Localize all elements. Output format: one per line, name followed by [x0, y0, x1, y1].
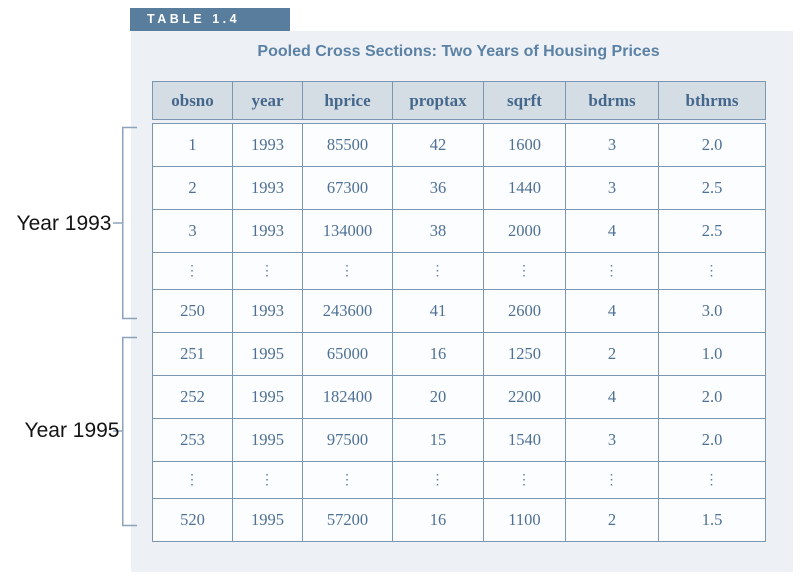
table-cell: 1	[152, 123, 233, 167]
table-cell: 3	[152, 209, 233, 253]
table-cell: 520	[152, 498, 233, 542]
table-cell: 1250	[483, 332, 566, 376]
table-data: 1 1993 85500 42 1600 3 2.0 2 1993 67300 36 1440 3 2.5…	[152, 123, 766, 542]
table-cell: 57200	[302, 498, 393, 542]
table-cell: 2.0	[658, 418, 766, 462]
table-cell: 2	[152, 166, 233, 210]
table-cell: 4	[565, 209, 659, 253]
table-row: 250 1993 243600 41 2600 4 3.0	[152, 289, 766, 333]
table-cell: 253	[152, 418, 233, 462]
table-cell: 243600	[302, 289, 393, 333]
table-cell: 2.5	[658, 166, 766, 210]
table-cell: 67300	[302, 166, 393, 210]
table-cell: 3	[565, 166, 659, 210]
table-row: 253 1995 97500 15 1540 3 2.0	[152, 418, 766, 462]
table-cell: 251	[152, 332, 233, 376]
table-cell: 4	[565, 375, 659, 419]
table-cell: 41	[392, 289, 484, 333]
year-1993-bracket	[113, 126, 137, 320]
table-cell: 1.5	[658, 498, 766, 542]
table-row: ⋮ ⋮ ⋮ ⋮ ⋮ ⋮ ⋮	[152, 461, 766, 499]
table-cell: 1100	[483, 498, 566, 542]
table-cell: 1993	[232, 166, 303, 210]
table-row: 3 1993 134000 38 2000 4 2.5	[152, 209, 766, 253]
table-cell: 2.0	[658, 123, 766, 167]
table-cell: ⋮	[483, 252, 566, 290]
table-cell: ⋮	[565, 461, 659, 499]
table-cell: 2	[565, 498, 659, 542]
table-cell: ⋮	[658, 252, 766, 290]
table-cell: 1995	[232, 375, 303, 419]
table-cell: 250	[152, 289, 233, 333]
table-cell: 16	[392, 498, 484, 542]
table-cell: 1993	[232, 123, 303, 167]
table-cell: 1995	[232, 498, 303, 542]
table-cell: ⋮	[152, 461, 233, 499]
table-cell: ⋮	[302, 252, 393, 290]
table-row: 520 1995 57200 16 1100 2 1.5	[152, 498, 766, 542]
table-cell: 2	[565, 332, 659, 376]
table-cell: 1600	[483, 123, 566, 167]
table-cell: ⋮	[152, 252, 233, 290]
table-cell: 2.0	[658, 375, 766, 419]
table-cell: 1993	[232, 209, 303, 253]
table-cell: 182400	[302, 375, 393, 419]
table-row: 252 1995 182400 20 2200 4 2.0	[152, 375, 766, 419]
table-cell: 1995	[232, 418, 303, 462]
table-cell: 15	[392, 418, 484, 462]
table-cell: 1.0	[658, 332, 766, 376]
table-cell: ⋮	[392, 461, 484, 499]
column-header-sqrft: sqrft	[483, 81, 566, 120]
table-cell: 2600	[483, 289, 566, 333]
table-number-tab: TABLE 1.4	[130, 8, 290, 31]
table-cell: 85500	[302, 123, 393, 167]
table-cell: ⋮	[392, 252, 484, 290]
table-cell: ⋮	[302, 461, 393, 499]
year-1993-label: Year 1993	[16, 212, 112, 235]
table-row: 1 1993 85500 42 1600 3 2.0	[152, 123, 766, 167]
table-cell: 42	[392, 123, 484, 167]
header-row: obsno year hprice proptax sqrft bdrms bt…	[152, 81, 766, 120]
table-row: 251 1995 65000 16 1250 2 1.0	[152, 332, 766, 376]
column-header-hprice: hprice	[302, 81, 393, 120]
table-cell: 1995	[232, 332, 303, 376]
column-header-obsno: obsno	[152, 81, 233, 120]
column-header-bthrms: bthrms	[658, 81, 766, 120]
table-body: 1 1993 85500 42 1600 3 2.0 2 1993 67300 36 1440 3 2.5…	[152, 123, 766, 542]
table-cell: 2000	[483, 209, 566, 253]
table-cell: ⋮	[565, 252, 659, 290]
table-cell: 134000	[302, 209, 393, 253]
table-cell: ⋮	[658, 461, 766, 499]
column-header-proptax: proptax	[392, 81, 484, 120]
table-cell: 4	[565, 289, 659, 333]
table-cell: 3	[565, 123, 659, 167]
table-cell: 97500	[302, 418, 393, 462]
table-cell: 36	[392, 166, 484, 210]
table-cell: 2200	[483, 375, 566, 419]
table-row: 2 1993 67300 36 1440 3 2.5	[152, 166, 766, 210]
table-cell: 252	[152, 375, 233, 419]
table-cell: 3.0	[658, 289, 766, 333]
table-cell: ⋮	[232, 461, 303, 499]
year-1995-bracket	[113, 336, 137, 527]
table-cell: 20	[392, 375, 484, 419]
table-cell: 3	[565, 418, 659, 462]
table-cell: 65000	[302, 332, 393, 376]
table-header: obsno year hprice proptax sqrft bdrms bt…	[152, 81, 766, 120]
table-cell: ⋮	[232, 252, 303, 290]
column-header-year: year	[232, 81, 303, 120]
year-1995-label: Year 1995	[24, 419, 120, 442]
column-header-bdrms: bdrms	[565, 81, 659, 120]
table-cell: ⋮	[483, 461, 566, 499]
table-row: ⋮ ⋮ ⋮ ⋮ ⋮ ⋮ ⋮	[152, 252, 766, 290]
table-cell: 2.5	[658, 209, 766, 253]
table-cell: 1540	[483, 418, 566, 462]
table-cell: 38	[392, 209, 484, 253]
table-cell: 16	[392, 332, 484, 376]
table-cell: 1993	[232, 289, 303, 333]
table-title: Pooled Cross Sections: Two Years of Hous…	[257, 43, 660, 60]
table-cell: 1440	[483, 166, 566, 210]
